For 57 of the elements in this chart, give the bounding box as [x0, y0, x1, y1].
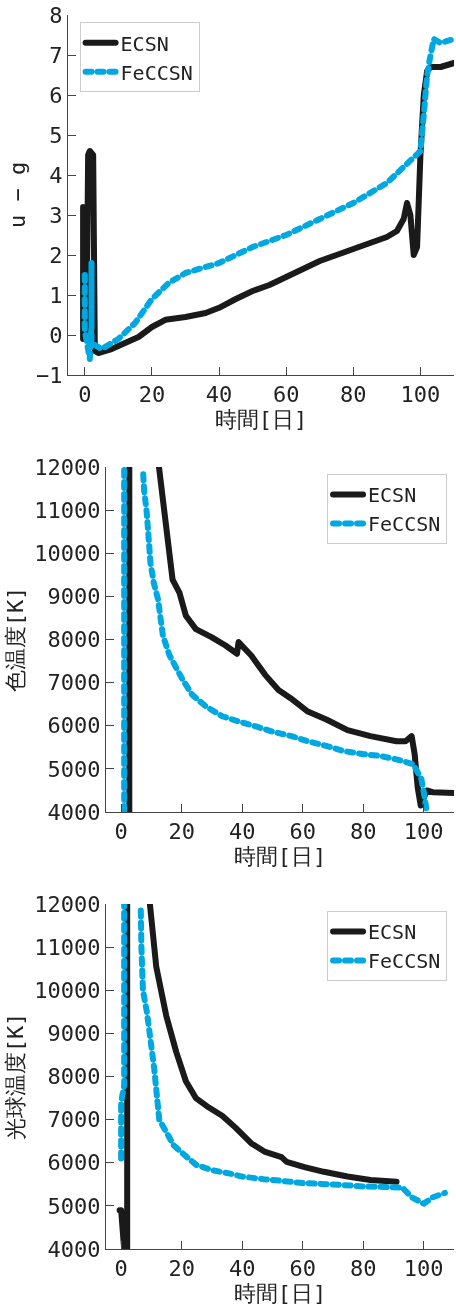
- y-tick-label: 6: [49, 82, 63, 108]
- y-tick-label: −1: [36, 362, 63, 388]
- y-tick-label: 5: [49, 122, 63, 148]
- y-axis-title: u − g: [4, 161, 30, 229]
- y-tick-label: 12000: [34, 891, 101, 917]
- legend-label: ECSN: [368, 920, 417, 945]
- x-tick-label: 80: [340, 382, 367, 408]
- y-tick-label: 7: [49, 42, 63, 68]
- legend-label: ECSN: [120, 31, 169, 56]
- y-tick-label: 12000: [34, 454, 101, 480]
- x-axis-title: 時間[日]: [214, 407, 308, 433]
- y-tick-label: 8000: [47, 627, 101, 653]
- y-tick-label: 9000: [47, 584, 101, 610]
- x-tick-label: 80: [349, 1256, 377, 1282]
- y-axis-title: 光球温度[K]: [3, 1012, 29, 1141]
- y-tick-label: 5000: [47, 756, 101, 782]
- x-tick-label: 100: [400, 382, 441, 408]
- y-tick-label: 2: [49, 242, 63, 268]
- x-axis-title: 時間[日]: [233, 1281, 327, 1307]
- x-tick-label: 0: [114, 1256, 128, 1282]
- legend-label: FeCCSN: [120, 60, 193, 85]
- x-tick-label: 60: [289, 1256, 316, 1282]
- legend-label: FeCCSN: [368, 949, 441, 974]
- y-tick-label: 7000: [47, 1107, 101, 1133]
- x-tick-label: 0: [114, 819, 128, 845]
- y-tick-label: 7000: [47, 670, 101, 696]
- x-tick-label: 40: [205, 382, 233, 408]
- y-axis-title: 色温度[K]: [3, 586, 29, 693]
- legend-label: ECSN: [368, 483, 417, 508]
- y-tick-label: 4000: [47, 799, 101, 825]
- y-tick-label: 10000: [34, 977, 101, 1003]
- x-tick-label: 40: [228, 1256, 256, 1282]
- y-tick-label: 0: [49, 322, 63, 348]
- y-tick-label: 9000: [47, 1021, 101, 1047]
- x-tick-label: 100: [403, 819, 444, 845]
- x-axis-title: 時間[日]: [233, 844, 327, 870]
- x-tick-label: 20: [168, 819, 195, 845]
- y-tick-label: 10000: [34, 540, 101, 566]
- y-tick-label: 4000: [47, 1236, 101, 1262]
- y-tick-label: 6000: [47, 713, 101, 739]
- x-tick-label: 40: [228, 819, 256, 845]
- y-tick-label: 11000: [34, 934, 101, 960]
- y-tick-label: 8000: [47, 1064, 101, 1090]
- y-tick-label: 11000: [34, 497, 101, 523]
- x-tick-label: 60: [272, 382, 300, 408]
- legend-label: FeCCSN: [368, 512, 441, 537]
- x-tick-label: 60: [289, 819, 316, 845]
- y-tick-label: 1: [49, 282, 63, 308]
- y-tick-label: 3: [49, 202, 63, 228]
- x-tick-label: 20: [168, 1256, 195, 1282]
- y-tick-label: 4: [49, 162, 63, 188]
- y-tick-label: 6000: [47, 1150, 101, 1176]
- y-tick-label: 5000: [47, 1193, 101, 1219]
- x-tick-label: 80: [349, 819, 377, 845]
- x-tick-label: 100: [403, 1256, 444, 1282]
- y-tick-label: 8: [49, 2, 63, 28]
- x-tick-label: 20: [138, 382, 166, 408]
